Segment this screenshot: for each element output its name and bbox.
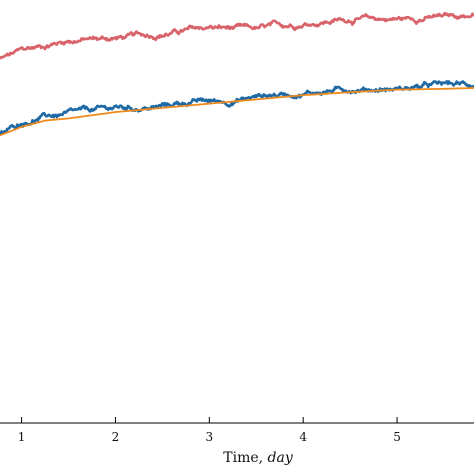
series-layer <box>0 11 474 137</box>
series-line-1 <box>0 11 474 60</box>
x-axis-title-prefix: Time, <box>223 450 267 466</box>
series-line-3 <box>0 87 474 137</box>
x-tick-label: 5 <box>393 430 401 444</box>
x-axis-title-unit: day <box>268 450 294 466</box>
x-tick-label: 4 <box>299 430 307 444</box>
x-tick-label: 1 <box>18 430 26 444</box>
x-ticks: 1 2 3 4 5 <box>18 417 401 444</box>
x-tick-label: 2 <box>112 430 120 444</box>
x-axis-title: Time, day <box>223 450 294 466</box>
x-tick-label: 3 <box>205 430 213 444</box>
